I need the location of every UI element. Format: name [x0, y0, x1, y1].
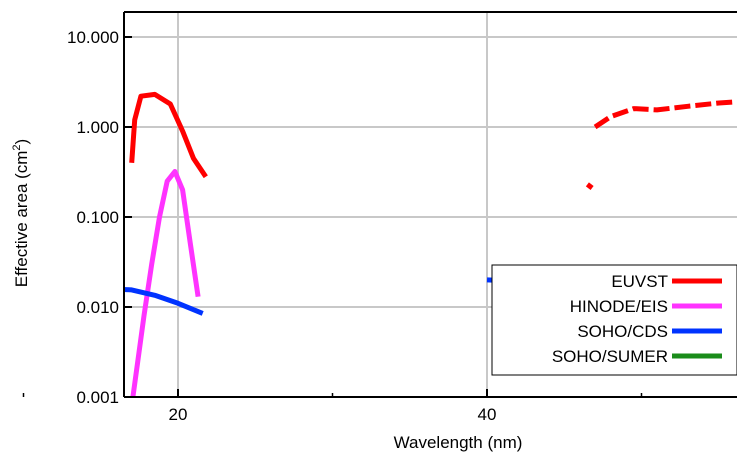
y-tick-label: 0.010: [76, 298, 119, 317]
series-line-euvst: [129, 91, 208, 179]
y-axis-title: Effective area (cm2): [11, 139, 31, 287]
legend-label-hinode-eis: HINODE/EIS: [570, 297, 668, 316]
legend-label-euvst: EUVST: [611, 272, 668, 291]
plot-frame: [22, 11, 737, 398]
x-tick-label: 20: [169, 405, 188, 424]
legend-label-soho-cds: SOHO/CDS: [577, 322, 668, 341]
y-tick-label: 1.000: [76, 118, 119, 137]
legend: EUVST HINODE/EIS SOHO/CDS SOHO/SUMER: [491, 264, 737, 376]
y-axis-title-prefix: Effective area (cm: [12, 151, 31, 288]
x-tick-labels: 20406080100120: [169, 405, 497, 424]
series-line-euvst: [585, 182, 594, 190]
y-tick-label: 0.001: [76, 388, 119, 407]
x-axis-title: Wavelength (nm): [394, 433, 523, 452]
y-axis-title-superscript: 2: [11, 144, 23, 150]
y-tick-labels: 0.001 0.010 0.100 1.000 10.000: [67, 28, 119, 407]
y-tick-label: 10.000: [67, 28, 119, 47]
y-tick-label: 0.100: [76, 208, 119, 227]
series-line-hinode-eis: [130, 169, 201, 397]
x-tick-label: 40: [478, 405, 497, 424]
grid: [124, 12, 737, 397]
series-line-soho-cds: [124, 286, 204, 316]
series-line-euvst: [593, 99, 737, 130]
y-axis-title-suffix: ): [12, 139, 31, 145]
legend-label-soho-sumer: SOHO/SUMER: [552, 347, 668, 366]
